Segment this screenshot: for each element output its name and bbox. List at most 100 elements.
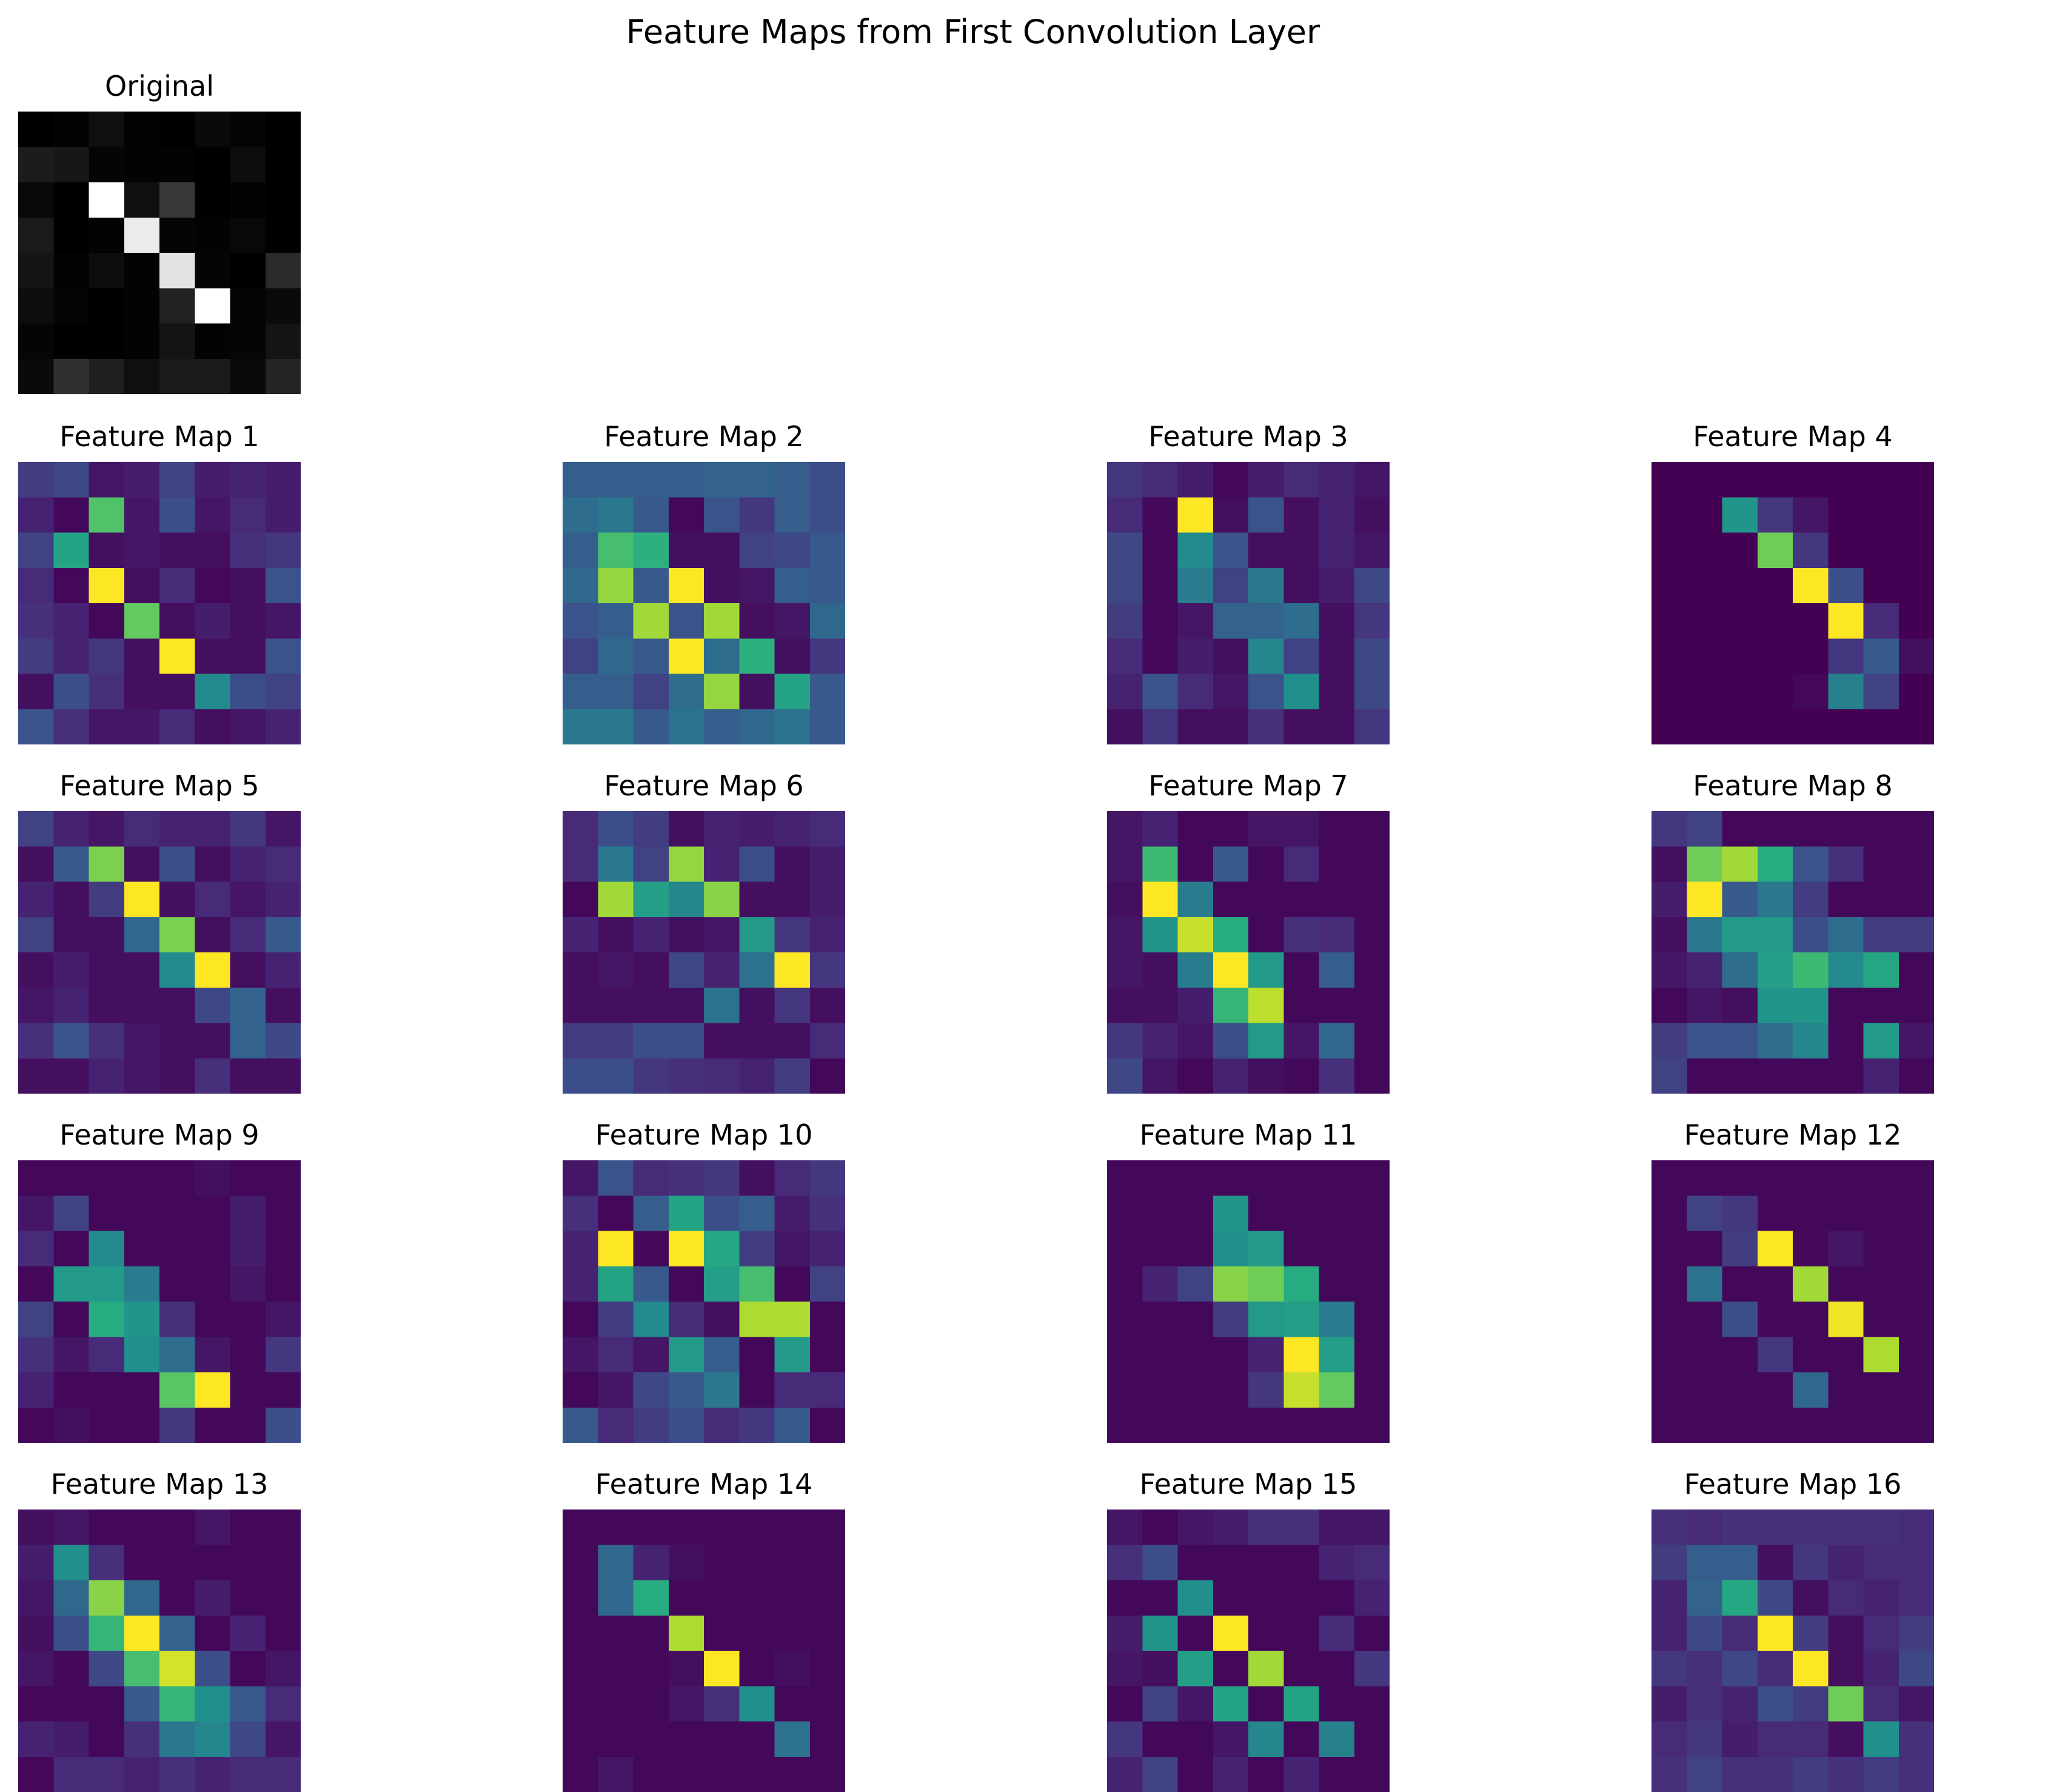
feature-map-12-cell-r7-c7 bbox=[1898, 1407, 1934, 1443]
feature-map-8-cell-r4-c5 bbox=[1828, 952, 1864, 988]
feature-map-13-cell-r2-c2 bbox=[89, 1580, 125, 1616]
feature-map-8-cell-r7-c0 bbox=[1651, 1058, 1687, 1094]
panel-title: Feature Map 14 bbox=[595, 1468, 813, 1500]
feature-map-4-cell-r5-c1 bbox=[1687, 638, 1723, 675]
feature-map-6-cell-r4-c1 bbox=[598, 952, 634, 988]
feature-map-16-cell-r5-c7 bbox=[1898, 1686, 1934, 1722]
feature-map-12-cell-r4-c0 bbox=[1651, 1302, 1687, 1337]
feature-map-2-cell-r1-c2 bbox=[633, 497, 669, 533]
feature-map-5-cell-r3-c3 bbox=[124, 917, 160, 953]
feature-map-15-cell-r0-c5 bbox=[1283, 1509, 1320, 1545]
feature-map-3-cell-r5-c4 bbox=[1248, 638, 1284, 675]
feature-map-4-cell-r7-c1 bbox=[1687, 709, 1723, 744]
feature-map-14-cell-r5-c6 bbox=[774, 1686, 811, 1722]
feature-map-10-cell-r6-c5 bbox=[739, 1372, 775, 1408]
feature-map-16-cell-r2-c1 bbox=[1687, 1580, 1723, 1616]
feature-map-3-cell-r6-c1 bbox=[1142, 674, 1179, 710]
feature-map-13-cell-r3-c0 bbox=[18, 1615, 54, 1651]
feature-map-6-cell-r5-c5 bbox=[739, 988, 775, 1024]
feature-map-9-cell-r5-c4 bbox=[159, 1337, 195, 1373]
feature-map-6-cell-r6-c4 bbox=[704, 1023, 740, 1059]
feature-map-11-cell-r6-c6 bbox=[1319, 1372, 1355, 1408]
feature-map-2-cell-r5-c7 bbox=[809, 638, 845, 675]
feature-map-11-cell-r3-c1 bbox=[1142, 1266, 1179, 1302]
feature-map-8-cell-r3-c5 bbox=[1828, 917, 1864, 953]
feature-map-5-cell-r6-c2 bbox=[89, 1023, 125, 1059]
feature-map-14-cell-r0-c0 bbox=[563, 1509, 598, 1545]
original-cell-r2-c3 bbox=[124, 182, 160, 218]
feature-map-14-cell-r4-c5 bbox=[739, 1651, 775, 1687]
feature-map-4-cell-r5-c6 bbox=[1863, 638, 1899, 675]
feature-map-2-cell-r1-c3 bbox=[668, 497, 704, 533]
panel-title: Feature Map 1 bbox=[59, 420, 259, 453]
feature-map-4-cell-r2-c0 bbox=[1651, 532, 1687, 569]
feature-map-14-cell-r3-c5 bbox=[739, 1615, 775, 1651]
feature-map-10-cell-r7-c7 bbox=[809, 1407, 845, 1443]
feature-map-16-cell-r6-c6 bbox=[1863, 1721, 1899, 1757]
feature-map-11-cell-r2-c7 bbox=[1354, 1231, 1390, 1267]
feature-map-3-cell-r4-c5 bbox=[1283, 603, 1320, 639]
feature-map-13-cell-r7-c5 bbox=[195, 1756, 231, 1792]
feature-map-8-cell-r0-c0 bbox=[1651, 811, 1687, 847]
feature-map-13-cell-r4-c0 bbox=[18, 1651, 54, 1687]
feature-map-3-cell-r1-c3 bbox=[1213, 497, 1249, 533]
feature-map-2-cell-r7-c3 bbox=[668, 709, 704, 744]
feature-map-13-cell-r7-c1 bbox=[53, 1756, 90, 1792]
feature-map-3-cell-r7-c1 bbox=[1142, 709, 1179, 744]
feature-map-9-cell-r6-c5 bbox=[195, 1372, 231, 1408]
feature-map-5-cell-r2-c3 bbox=[124, 881, 160, 918]
feature-map-5-cell-r7-c4 bbox=[159, 1058, 195, 1094]
feature-map-16-cell-r1-c0 bbox=[1651, 1545, 1687, 1581]
heatmap-image bbox=[18, 462, 301, 744]
feature-map-12-cell-r1-c0 bbox=[1651, 1195, 1687, 1232]
feature-map-15-cell-r3-c4 bbox=[1248, 1615, 1284, 1651]
feature-map-9-cell-r6-c6 bbox=[230, 1372, 266, 1408]
feature-map-4-cell-r4-c4 bbox=[1793, 603, 1829, 639]
feature-map-1-cell-r7-c1 bbox=[53, 709, 90, 744]
feature-map-16-cell-r6-c2 bbox=[1722, 1721, 1758, 1757]
feature-map-11-cell-r6-c0 bbox=[1107, 1372, 1143, 1408]
feature-map-14-cell-r0-c7 bbox=[809, 1509, 845, 1545]
feature-map-1-cell-r0-c1 bbox=[53, 462, 90, 498]
feature-map-9-cell-r5-c5 bbox=[195, 1337, 231, 1373]
feature-map-4-cell-r5-c2 bbox=[1722, 638, 1758, 675]
feature-map-12-cell-r7-c6 bbox=[1863, 1407, 1899, 1443]
feature-map-panel-10: Feature Map 10 bbox=[563, 1118, 845, 1443]
feature-map-2-cell-r2-c4 bbox=[704, 532, 740, 569]
feature-map-10-cell-r0-c1 bbox=[598, 1160, 634, 1196]
feature-map-panel-4: Feature Map 4 bbox=[1651, 420, 1934, 744]
feature-map-15-cell-r3-c0 bbox=[1107, 1615, 1143, 1651]
feature-map-16-cell-r4-c3 bbox=[1757, 1651, 1793, 1687]
feature-map-12-cell-r2-c7 bbox=[1898, 1231, 1934, 1267]
feature-map-9-cell-r0-c1 bbox=[53, 1160, 90, 1196]
feature-map-6-cell-r2-c2 bbox=[633, 881, 669, 918]
feature-map-7-cell-r2-c2 bbox=[1177, 881, 1214, 918]
original-cell-r2-c2 bbox=[89, 182, 125, 218]
feature-map-10-cell-r1-c1 bbox=[598, 1195, 634, 1232]
feature-map-12-cell-r5-c4 bbox=[1793, 1337, 1829, 1373]
feature-map-5-cell-r0-c0 bbox=[18, 811, 54, 847]
feature-map-1-cell-r7-c5 bbox=[195, 709, 231, 744]
feature-map-10-cell-r7-c5 bbox=[739, 1407, 775, 1443]
feature-map-15-cell-r6-c4 bbox=[1248, 1721, 1284, 1757]
feature-map-7-cell-r2-c7 bbox=[1354, 881, 1390, 918]
feature-map-16-cell-r6-c3 bbox=[1757, 1721, 1793, 1757]
feature-map-panel-8: Feature Map 8 bbox=[1651, 769, 1934, 1094]
feature-map-4-cell-r3-c3 bbox=[1757, 567, 1793, 604]
feature-map-12-cell-r4-c6 bbox=[1863, 1302, 1899, 1337]
feature-map-3-cell-r5-c3 bbox=[1213, 638, 1249, 675]
feature-map-11-cell-r7-c5 bbox=[1283, 1407, 1320, 1443]
feature-map-8-cell-r1-c6 bbox=[1863, 846, 1899, 883]
feature-map-5-cell-r2-c0 bbox=[18, 881, 54, 918]
feature-map-7-cell-r5-c5 bbox=[1283, 988, 1320, 1024]
feature-map-1-cell-r1-c7 bbox=[265, 497, 301, 533]
feature-map-12-cell-r6-c7 bbox=[1898, 1372, 1934, 1408]
feature-map-7-cell-r3-c6 bbox=[1319, 917, 1355, 953]
original-cell-r7-c7 bbox=[265, 358, 301, 394]
feature-map-9-cell-r1-c7 bbox=[265, 1195, 301, 1232]
feature-map-12-cell-r4-c2 bbox=[1722, 1302, 1758, 1337]
feature-map-8-cell-r2-c5 bbox=[1828, 881, 1864, 918]
feature-map-15-cell-r5-c7 bbox=[1354, 1686, 1390, 1722]
feature-map-11-cell-r1-c4 bbox=[1248, 1195, 1284, 1232]
feature-map-9-cell-r7-c5 bbox=[195, 1407, 231, 1443]
